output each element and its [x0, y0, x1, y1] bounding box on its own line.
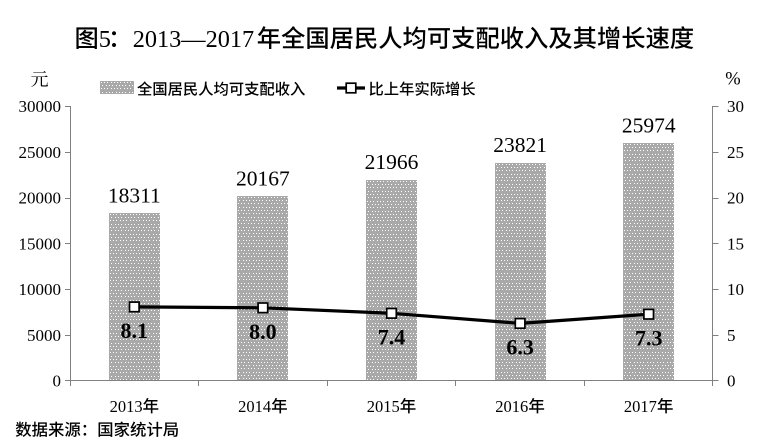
svg-text:30: 30 [727, 97, 744, 116]
svg-text:8.0: 8.0 [249, 319, 277, 344]
svg-text:21966: 21966 [365, 150, 419, 174]
svg-text:7.4: 7.4 [378, 325, 406, 350]
svg-text:2016: 2016 [495, 397, 528, 416]
svg-text:15: 15 [727, 234, 744, 253]
svg-text:5: 5 [99, 26, 111, 53]
svg-text:10: 10 [727, 280, 744, 299]
svg-text:5000: 5000 [27, 326, 61, 345]
svg-text:0: 0 [727, 372, 736, 391]
svg-text:2017: 2017 [624, 397, 657, 416]
svg-text:%: % [725, 70, 740, 90]
svg-text:2014: 2014 [238, 397, 271, 416]
svg-text:7.3: 7.3 [635, 325, 663, 350]
svg-text:18311: 18311 [108, 184, 161, 208]
svg-text:0: 0 [53, 372, 62, 391]
svg-text:6.3: 6.3 [506, 335, 534, 360]
svg-text:8.1: 8.1 [121, 318, 149, 343]
svg-text:20000: 20000 [19, 189, 62, 208]
svg-text:30000: 30000 [19, 97, 62, 116]
svg-text:20167: 20167 [236, 167, 290, 191]
svg-text:5: 5 [727, 326, 736, 345]
svg-text:25: 25 [727, 143, 744, 162]
svg-text:23821: 23821 [493, 133, 547, 157]
svg-text:2013—2017: 2013—2017 [133, 26, 254, 53]
svg-text:25974: 25974 [622, 113, 676, 137]
svg-text:20: 20 [727, 189, 744, 208]
svg-text:10000: 10000 [19, 280, 62, 299]
svg-text:2015: 2015 [367, 397, 400, 416]
svg-text:25000: 25000 [19, 143, 62, 162]
svg-text:15000: 15000 [19, 234, 62, 253]
svg-text:2013: 2013 [110, 397, 143, 416]
